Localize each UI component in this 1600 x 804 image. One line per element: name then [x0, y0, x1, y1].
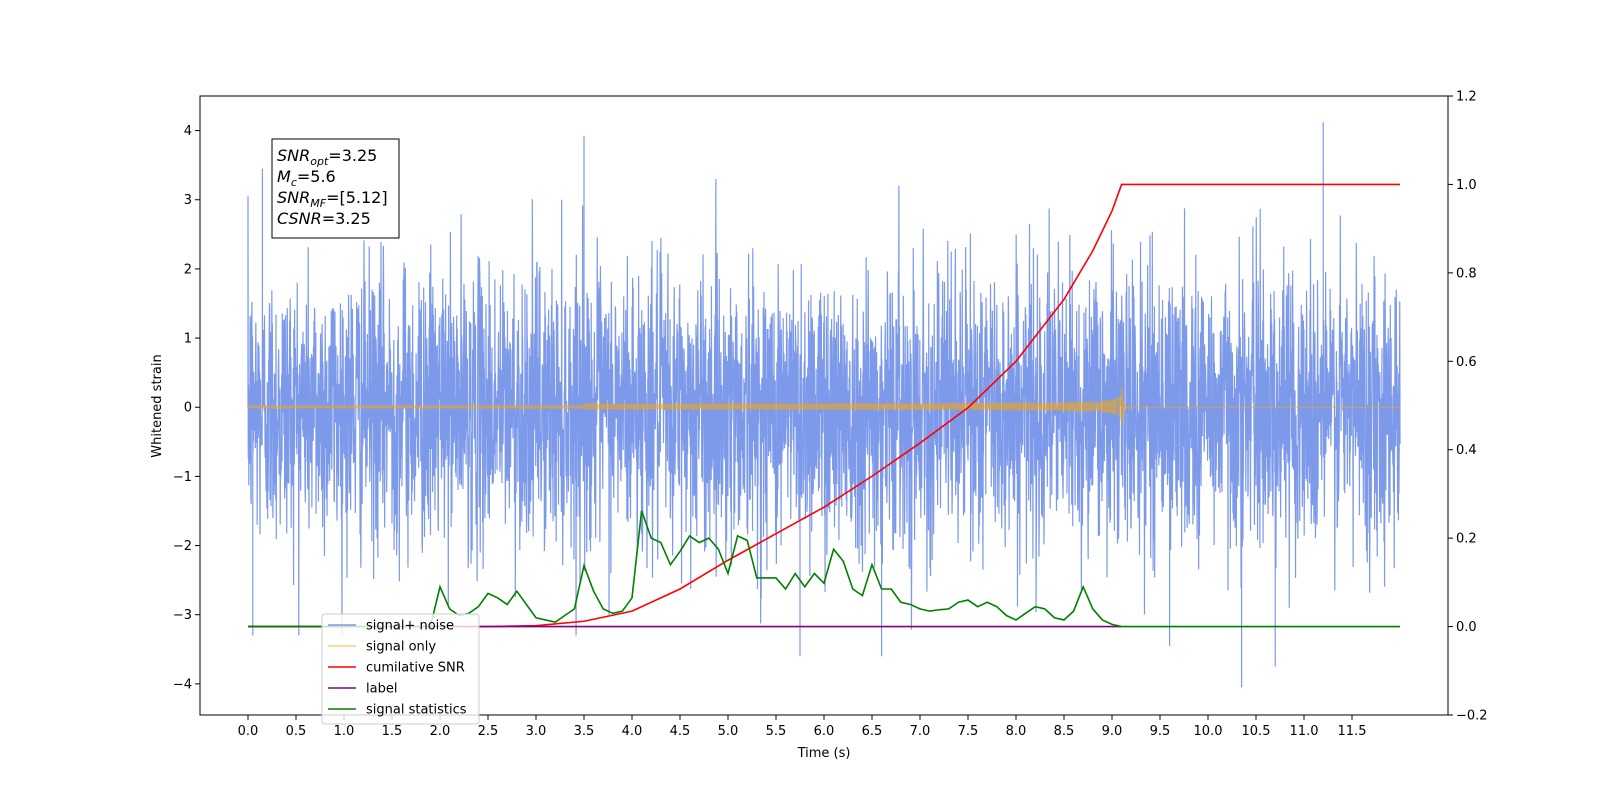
y-left-tick-label: 2	[184, 262, 192, 277]
y-left-tick-label: −2	[173, 539, 192, 554]
legend-frame	[321, 613, 480, 725]
x-tick-label: 5.0	[718, 724, 739, 739]
legend-entry: signal+ noise	[366, 619, 454, 634]
y-right-tick-label: −0.2	[1456, 709, 1488, 724]
legend-entry: signal only	[366, 640, 436, 655]
x-tick-label: 2.5	[478, 724, 499, 739]
y-right-tick-label: 0.8	[1456, 266, 1477, 281]
x-tick-label: 6.5	[862, 724, 883, 739]
annotation-line: CSNR=3.25	[277, 209, 371, 228]
x-tick-label: 10.0	[1194, 724, 1223, 739]
y-right-tick-label: 1.0	[1456, 178, 1477, 193]
x-tick-label: 4.0	[622, 724, 643, 739]
annotation-line: SNRopt=3.25	[277, 146, 377, 168]
x-tick-label: 0.5	[286, 724, 307, 739]
y-axis-left: 4 3 2 1 0 −1 −2 −3 −4	[173, 124, 200, 692]
x-tick-label: 2.0	[430, 724, 451, 739]
x-tick-label: 10.5	[1242, 724, 1271, 739]
y-left-tick-label: −3	[173, 608, 192, 623]
y-right-tick-label: 0.4	[1456, 443, 1477, 458]
x-tick-label: 5.5	[766, 724, 787, 739]
x-tick-label: 9.0	[1102, 724, 1123, 739]
y-left-tick-label: 4	[184, 124, 192, 139]
y-right-tick-label: 1.2	[1456, 90, 1477, 105]
legend-entry: signal statistics	[366, 703, 467, 718]
legend-entry: label	[366, 682, 397, 697]
annotation-line: SNRMF=[5.12]	[277, 188, 388, 210]
y-left-tick-label: 1	[184, 332, 192, 347]
x-tick-label: 1.0	[334, 724, 355, 739]
y-right-tick-label: 0.2	[1456, 532, 1477, 547]
x-axis-label: Time (s)	[797, 746, 851, 761]
x-tick-label: 0.0	[238, 724, 259, 739]
x-tick-label: 3.0	[526, 724, 547, 739]
x-tick-label: 11.0	[1290, 724, 1319, 739]
series-signal-statistics	[248, 510, 1400, 628]
y-axis-label: Whitened strain	[150, 354, 165, 457]
series-cumilative-snr	[248, 183, 1400, 628]
x-tick-label: 8.5	[1054, 724, 1075, 739]
x-tick-label: 3.5	[574, 724, 595, 739]
series-signal-only	[247, 386, 1400, 426]
y-axis-right: 1.2 1.0 0.8 0.6 0.4 0.2 0.0 −0.2	[1448, 90, 1488, 724]
x-tick-label: 1.5	[382, 724, 403, 739]
x-tick-label: 4.5	[670, 724, 691, 739]
x-tick-label: 8.0	[1006, 724, 1027, 739]
x-axis: 0.0 0.5 1.0 1.5 2.0 2.5 3.0 3.5 4.0 4.5 5.0 5.5 6.0 6…	[238, 715, 1367, 739]
y-left-tick-label: −4	[173, 677, 192, 692]
x-tick-label: 9.5	[1150, 724, 1171, 739]
x-tick-label: 7.5	[958, 724, 979, 739]
x-tick-label: 6.0	[814, 724, 835, 739]
y-left-tick-label: 3	[184, 193, 192, 208]
x-tick-label: 7.0	[910, 724, 931, 739]
y-left-tick-label: −1	[173, 470, 192, 485]
y-right-tick-label: 0.0	[1456, 620, 1477, 635]
legend-entry: cumilative SNR	[366, 661, 465, 676]
annotation-frame	[271, 138, 400, 239]
x-tick-label: 11.5	[1338, 724, 1367, 739]
y-right-tick-label: 0.6	[1456, 355, 1477, 370]
y-left-tick-label: 0	[184, 401, 192, 416]
annotation-line: Mc=5.6	[277, 167, 336, 189]
legend: signal+ noise signal only cumilative SNR la…	[321, 613, 480, 725]
